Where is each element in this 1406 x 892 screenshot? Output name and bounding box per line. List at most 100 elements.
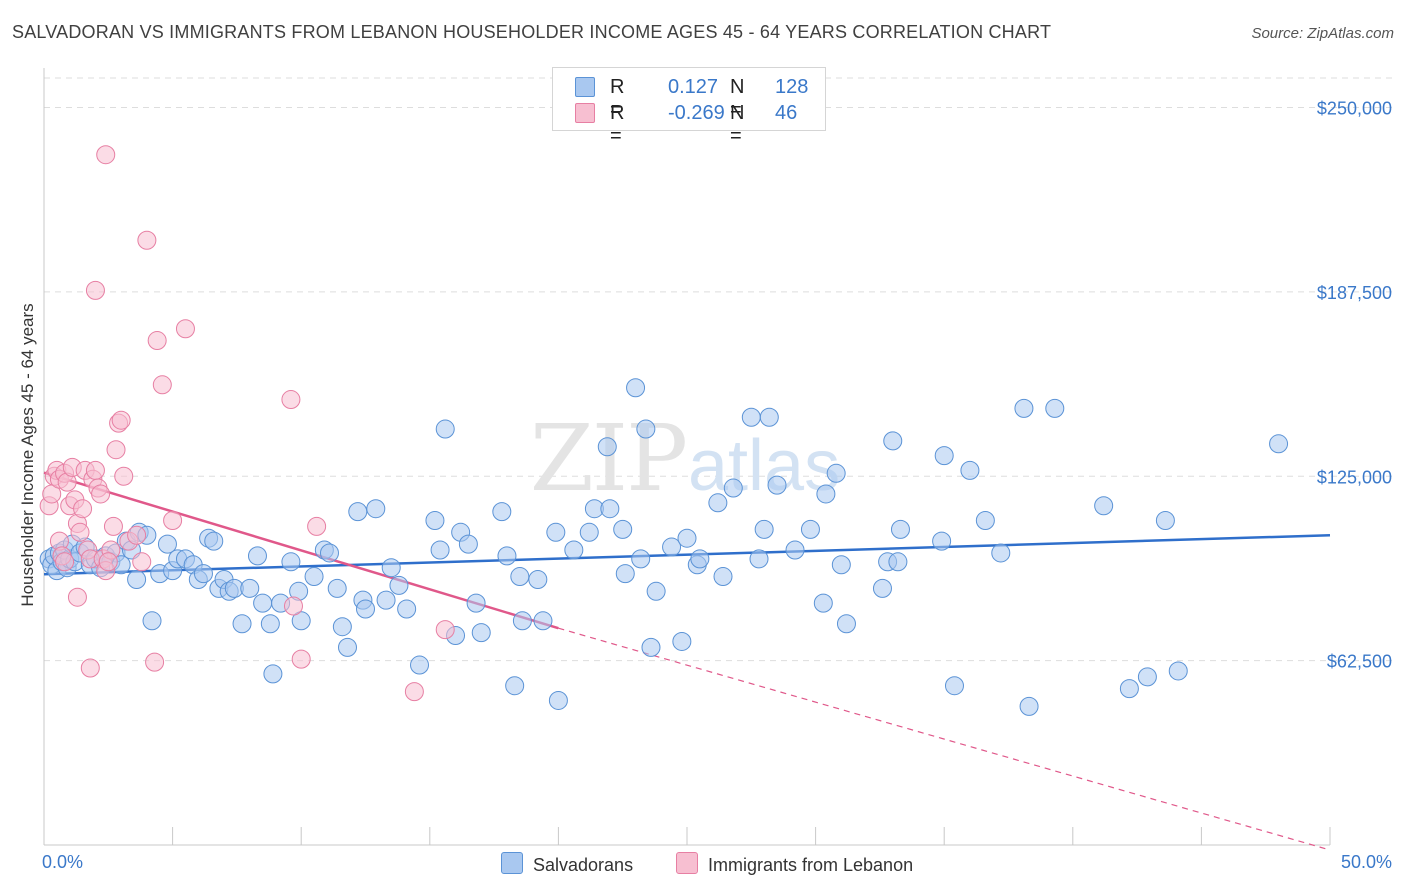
point-salvadoran [836,614,856,634]
y-tick-label: $250,000 [1317,99,1392,119]
point-salvadoran [597,437,617,457]
point-salvadoran [381,558,401,578]
point-salvadoran [548,690,568,710]
point-salvadoran [232,614,252,634]
watermark-zip: ZIP [530,405,686,512]
point-lebanon [80,658,100,678]
point-salvadoran [466,593,486,613]
legend-swatch-blue [575,77,595,97]
point-salvadoran [888,552,908,572]
point-salvadoran [281,552,301,572]
y-tick-label: $125,000 [1317,467,1392,487]
y-tick-label: $187,500 [1317,283,1392,303]
point-salvadoran [672,631,692,651]
point-salvadoran [260,614,280,634]
point-salvadoran [564,540,584,560]
point-salvadoran [600,499,620,519]
point-lebanon [145,652,165,672]
point-salvadoran [505,676,525,696]
point-lebanon [137,230,157,250]
point-salvadoran [430,540,450,560]
point-salvadoran [1168,661,1188,681]
legend-r-label: R = [610,76,625,121]
point-salvadoran [471,623,491,643]
point-salvadoran [991,543,1011,563]
legend-n-label: N = [730,76,745,121]
legend-n-value: 128 [775,76,809,98]
x-tick-label-min: 0.0% [42,852,84,872]
point-salvadoran [1014,398,1034,418]
legend-item-salvadorans: Salvadorans [501,852,633,876]
point-salvadoran [425,511,445,530]
point-salvadoran [713,567,733,587]
point-salvadoran [291,611,311,631]
point-salvadoran [646,581,666,601]
legend-r-label: R = [610,102,625,147]
point-salvadoran [497,546,517,566]
axes [43,68,1331,846]
point-salvadoran [157,534,177,554]
trend-line-salvadorans [43,534,1331,576]
point-salvadoran [376,590,396,610]
point-salvadoran [636,419,656,439]
point-lebanon [152,375,172,395]
point-salvadoran [690,549,710,569]
x-tick-label-max: 50.0% [1340,852,1392,872]
point-salvadoran [366,499,386,519]
watermark: ZIP atlas [530,405,840,512]
point-salvadoran [1269,434,1289,454]
point-salvadoran [1019,696,1039,716]
point-salvadoran [1119,679,1139,699]
point-salvadoran [723,478,743,498]
point-salvadoran [826,463,846,483]
point-lebanon [98,552,118,572]
point-lebanon [67,587,87,607]
legend-label: Immigrants from Lebanon [708,855,914,875]
point-salvadoran [1045,398,1065,418]
point-salvadoran [348,502,368,522]
point-salvadoran [304,567,324,587]
point-salvadoran [677,528,697,548]
point-salvadoran [626,378,646,398]
legend-swatch-pink [676,852,698,874]
point-salvadoran [458,534,478,554]
point-salvadoran [389,575,409,595]
point-salvadoran [662,537,682,557]
watermark-atlas: atlas [688,426,840,506]
point-salvadoran [193,564,213,584]
point-salvadoran [356,599,375,619]
legend-item-lebanon: Immigrants from Lebanon [676,852,913,876]
point-lebanon [281,390,301,410]
point-lebanon [404,682,424,702]
point-salvadoran [579,522,599,542]
data-points [39,145,1289,716]
point-lebanon [111,410,131,430]
point-salvadoran [831,555,851,575]
point-salvadoran [631,549,651,569]
point-salvadoran [708,493,728,513]
point-salvadoran [319,543,339,563]
point-salvadoran [800,519,820,539]
point-salvadoran [533,611,553,631]
point-salvadoran [512,611,532,631]
point-salvadoran [613,519,633,539]
point-lebanon [85,280,105,300]
point-salvadoran [883,431,903,451]
point-lebanon [55,552,75,572]
point-salvadoran [510,567,530,587]
point-lebanon [70,522,90,542]
point-salvadoran [247,546,267,566]
point-lebanon [127,525,147,545]
point-salvadoran [932,531,952,551]
point-salvadoran [204,531,224,551]
point-lebanon [85,460,105,480]
point-lebanon [163,511,183,530]
point-lebanon [106,440,126,460]
point-salvadoran [1137,667,1157,687]
legend-label: Salvadorans [533,855,634,875]
point-lebanon [307,516,327,536]
point-salvadoran [142,611,162,631]
y-tick-label: $62,500 [1327,652,1392,672]
point-lebanon [96,145,116,165]
